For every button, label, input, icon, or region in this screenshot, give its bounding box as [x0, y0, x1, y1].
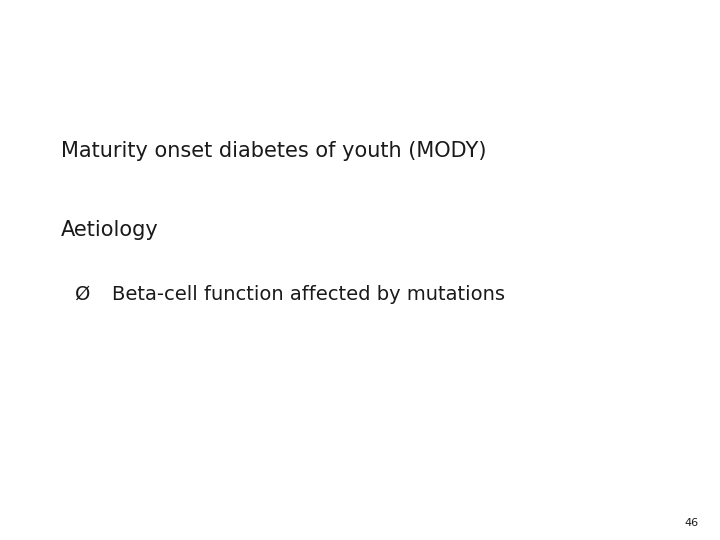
Text: Maturity onset diabetes of youth (MODY): Maturity onset diabetes of youth (MODY) — [61, 141, 487, 161]
Text: Beta-cell function affected by mutations: Beta-cell function affected by mutations — [112, 285, 505, 304]
Text: Ø: Ø — [75, 285, 91, 304]
Text: 46: 46 — [684, 518, 698, 528]
Text: Aetiology: Aetiology — [61, 219, 159, 240]
